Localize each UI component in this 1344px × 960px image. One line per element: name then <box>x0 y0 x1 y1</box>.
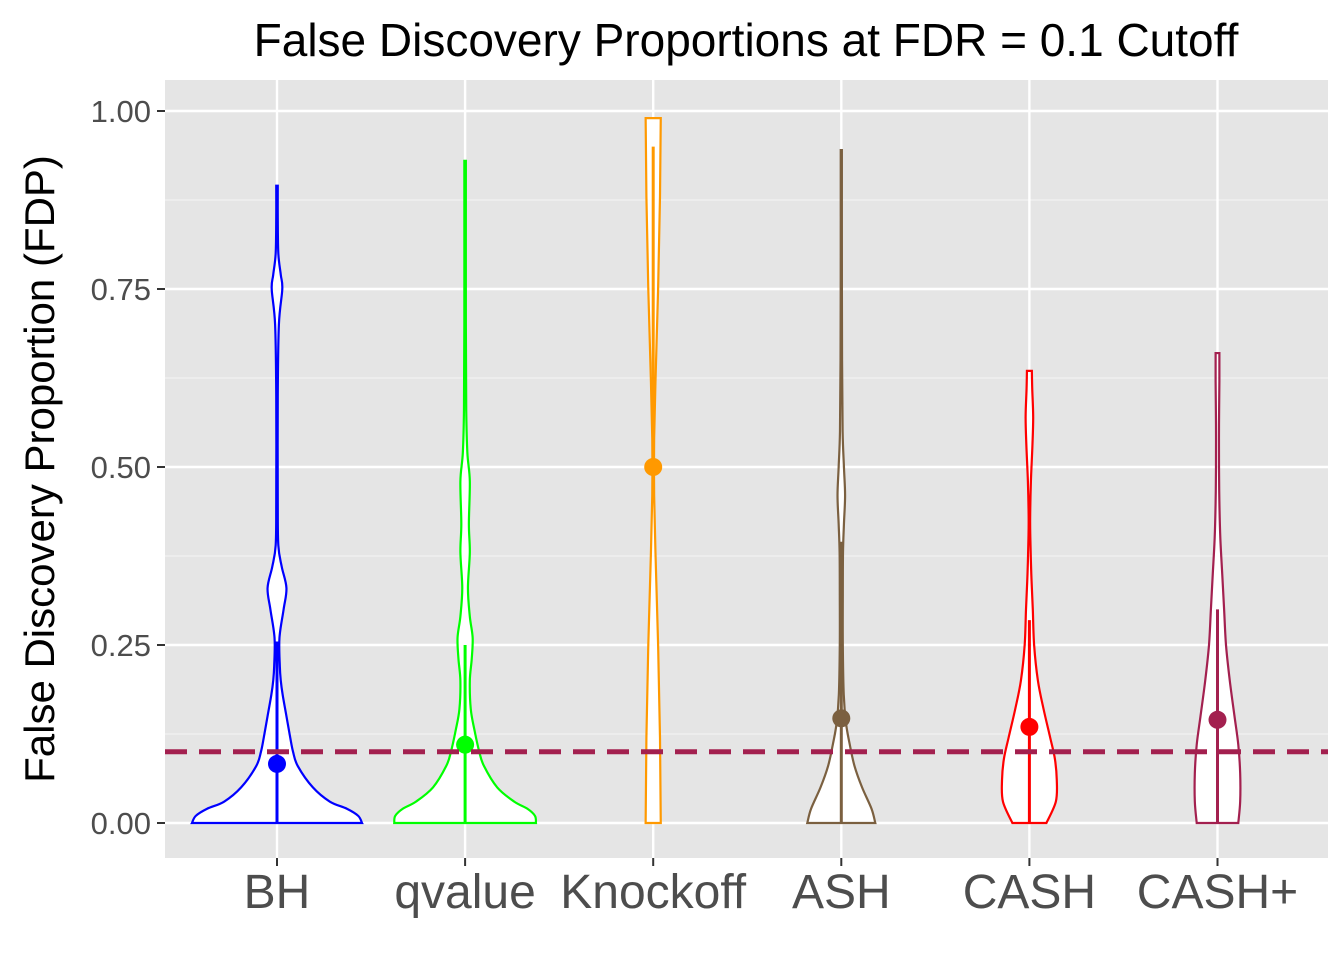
violin-ash <box>805 149 877 825</box>
x-tick-label: ASH <box>792 866 891 919</box>
y-tick-label: 0.00 <box>91 806 151 841</box>
violin-mean-point <box>1020 717 1039 736</box>
violin-outline <box>1193 351 1242 825</box>
y-tick-label: 0.75 <box>91 272 151 307</box>
violin-outline <box>190 184 364 825</box>
y-axis: 0.00 0.25 0.50 0.75 1.00 <box>91 94 165 841</box>
violin-outline <box>1000 369 1059 825</box>
x-tick-label: qvalue <box>394 866 535 919</box>
violin-mean-point <box>1208 710 1227 729</box>
violin-knockoff <box>644 117 663 825</box>
x-tick-label: CASH <box>963 866 1096 919</box>
x-axis: BH qvalue Knockoff ASH CASH CASH+ <box>244 858 1298 919</box>
violin-mean-point <box>456 735 475 754</box>
plot-panel <box>165 80 1328 858</box>
y-tick-label: 0.50 <box>91 450 151 485</box>
violin-mean-point <box>268 754 286 773</box>
violin-bh <box>190 184 364 825</box>
y-tick-label: 1.00 <box>91 94 151 129</box>
violin-cash <box>1000 369 1059 825</box>
violins <box>190 117 1242 825</box>
violin-mean-point <box>644 458 663 476</box>
violin-cash- <box>1193 351 1242 825</box>
y-axis-label: False Discovery Proportion (FDP) <box>16 155 63 783</box>
chart-title: False Discovery Proportions at FDR = 0.1… <box>254 14 1239 66</box>
x-tick-label: CASH+ <box>1137 866 1298 919</box>
x-tick-label: Knockoff <box>560 866 747 919</box>
violin-qvalue <box>393 159 538 825</box>
violin-outline <box>393 159 538 825</box>
violin-mean-point <box>832 709 851 728</box>
y-tick-label: 0.25 <box>91 628 151 663</box>
x-tick-label: BH <box>244 866 311 919</box>
